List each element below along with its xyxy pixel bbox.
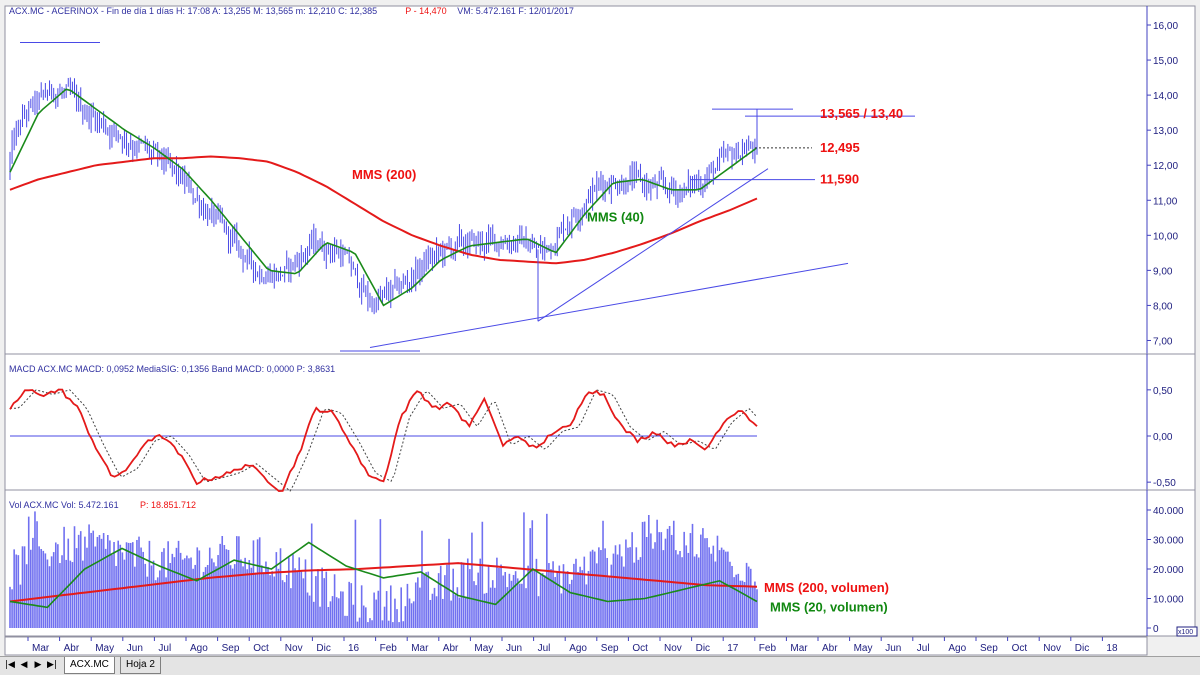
macd-y-tick-label: 0,50 [1153, 386, 1173, 397]
volume-mms200-label: MMS (200, volumen) [764, 580, 889, 595]
prev-sheet-icon[interactable]: ◀ [20, 660, 28, 670]
price-y-tick-label: 10,00 [1153, 231, 1178, 242]
x-axis-month-label: Dic [1075, 643, 1089, 654]
sheet-tab-bar: |◀ ◀ ▶ ▶| ACX.MC Hoja 2 [0, 656, 1200, 675]
x-axis-month-label: Abr [443, 643, 459, 654]
mms40-line [9, 88, 758, 307]
first-sheet-icon[interactable]: |◀ [5, 660, 15, 670]
price-panel-axis-area [1146, 5, 1196, 361]
x-axis-month-label: Mar [32, 643, 50, 654]
macd-panel-axis-area [1146, 353, 1196, 497]
price-y-tick-label: 12,00 [1153, 161, 1178, 172]
macd-line [9, 388, 758, 493]
volume-header: Vol ACX.MC Vol: 5.472.161 [9, 500, 119, 510]
volume-mms200-line [9, 562, 758, 603]
x-axis-month-label: Ago [948, 643, 966, 654]
level-label-12-495: 12,495 [820, 140, 860, 155]
x-axis-month-label: Oct [1012, 643, 1028, 654]
x-axis-month-label: Nov [285, 643, 303, 654]
macd-y-tick-label: 0,00 [1153, 432, 1173, 443]
mms200-label: MMS (200) [352, 167, 416, 182]
price-y-tick-label: 15,00 [1153, 56, 1178, 67]
x-axis-month-label: Ago [190, 643, 208, 654]
level-label-11-590: 11,590 [820, 172, 859, 187]
x-axis-month-label: Ago [569, 643, 587, 654]
volume-header-p: P: 18.851.712 [140, 500, 196, 510]
x-axis-area [4, 636, 1148, 656]
x-axis-month-label: Sep [601, 643, 619, 654]
x-axis-month-label: Nov [664, 643, 682, 654]
next-sheet-icon[interactable]: ▶ [34, 660, 42, 670]
mms200-line [9, 155, 758, 265]
x-axis-month-label: Jun [885, 643, 901, 654]
x-axis-month-label: Dic [696, 643, 710, 654]
x-axis-month-label: 17 [727, 643, 739, 654]
x-axis-month-label: Abr [64, 643, 80, 654]
price-y-tick-label: 14,00 [1153, 91, 1178, 102]
price-y-tick-label: 13,00 [1153, 126, 1178, 137]
macd-signal-line [10, 389, 758, 492]
x-axis-month-label: Jul [538, 643, 551, 654]
x-axis-month-label: Jun [127, 643, 143, 654]
macd-header: MACD ACX.MC MACD: 0,0952 MediaSIG: 0,135… [9, 364, 335, 374]
x-axis-month-label: Feb [380, 643, 398, 654]
x-axis-month-label: Sep [222, 643, 240, 654]
volume-unit-box [1176, 626, 1198, 637]
level-label-13-565: 13,565 / 13,40 [820, 106, 903, 121]
x-axis-month-label: May [474, 643, 493, 654]
x-axis-month-label: Sep [980, 643, 998, 654]
x-axis-month-label: Abr [822, 643, 838, 654]
x-axis-month-label: 16 [348, 643, 360, 654]
price-y-tick-label: 8,00 [1153, 301, 1173, 312]
tab-hoja-2[interactable]: Hoja 2 [120, 657, 161, 674]
price-header-tail: VM: 5.472.161 F: 12/01/2017 [457, 6, 574, 16]
price-series [9, 77, 758, 315]
x-axis-month-label: Mar [790, 643, 808, 654]
x-axis-month-label: Feb [759, 643, 777, 654]
price-y-tick-label: 7,00 [1153, 336, 1173, 347]
x-axis-month-label: May [854, 643, 873, 654]
x-axis-month-label: 18 [1106, 643, 1118, 654]
tab-acx-mc[interactable]: ACX.MC [64, 657, 115, 674]
x-axis-month-label: Oct [253, 643, 269, 654]
x-axis-month-label: Nov [1043, 643, 1061, 654]
price-header: ACX.MC - ACERINOX - Fin de día 1 días H:… [9, 6, 377, 16]
volume-unit-label: x100 [1178, 629, 1193, 636]
volume-y-tick-label: 10.000 [1153, 595, 1184, 606]
mms40-label: MMS (40) [587, 209, 644, 224]
price-y-tick-label: 11,00 [1153, 196, 1178, 207]
x-axis-month-label: Jul [158, 643, 171, 654]
volume-mms20-label: MMS (20, volumen) [770, 599, 888, 614]
x-axis-month-label: May [95, 643, 114, 654]
volume-bars [9, 511, 758, 628]
x-axis-month-label: Jun [506, 643, 522, 654]
volume-y-tick-label: 40.000 [1153, 506, 1184, 517]
volume-y-tick-label: 0 [1153, 624, 1159, 635]
price-y-tick-label: 16,00 [1153, 21, 1178, 32]
price-y-tick-label: 9,00 [1153, 266, 1173, 277]
x-axis-month-label: Oct [632, 643, 648, 654]
support-trendline-2 [537, 168, 769, 322]
x-axis-month-label: Jul [917, 643, 930, 654]
macd-panel [4, 353, 1148, 497]
support-trendline [369, 262, 849, 348]
volume-y-tick-label: 30.000 [1153, 536, 1184, 547]
last-sheet-icon[interactable]: ▶| [47, 660, 57, 670]
volume-mms20-line [9, 541, 758, 609]
macd-y-tick-label: -0,50 [1153, 478, 1176, 489]
chart-canvas: ACX.MC - ACERINOX - Fin de día 1 días H:… [4, 5, 1198, 656]
price-header-p: P - 14,470 [405, 6, 446, 16]
x-axis-month-label: Mar [411, 643, 429, 654]
x-axis-month-label: Dic [316, 643, 330, 654]
volume-y-tick-label: 20.000 [1153, 565, 1184, 576]
